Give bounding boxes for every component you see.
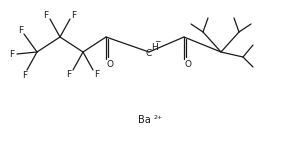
Text: F: F bbox=[10, 49, 15, 58]
Text: Ba: Ba bbox=[138, 115, 150, 125]
Text: F: F bbox=[22, 70, 28, 79]
Text: F: F bbox=[94, 70, 100, 78]
Text: F: F bbox=[71, 11, 77, 20]
Text: F: F bbox=[67, 70, 71, 78]
Text: H: H bbox=[151, 42, 158, 52]
Text: −: − bbox=[154, 37, 160, 46]
Text: O: O bbox=[185, 59, 192, 69]
Text: O: O bbox=[107, 59, 113, 69]
Text: 2+: 2+ bbox=[153, 115, 162, 119]
Text: F: F bbox=[43, 11, 49, 20]
Text: C: C bbox=[146, 49, 152, 58]
Text: F: F bbox=[18, 25, 24, 34]
